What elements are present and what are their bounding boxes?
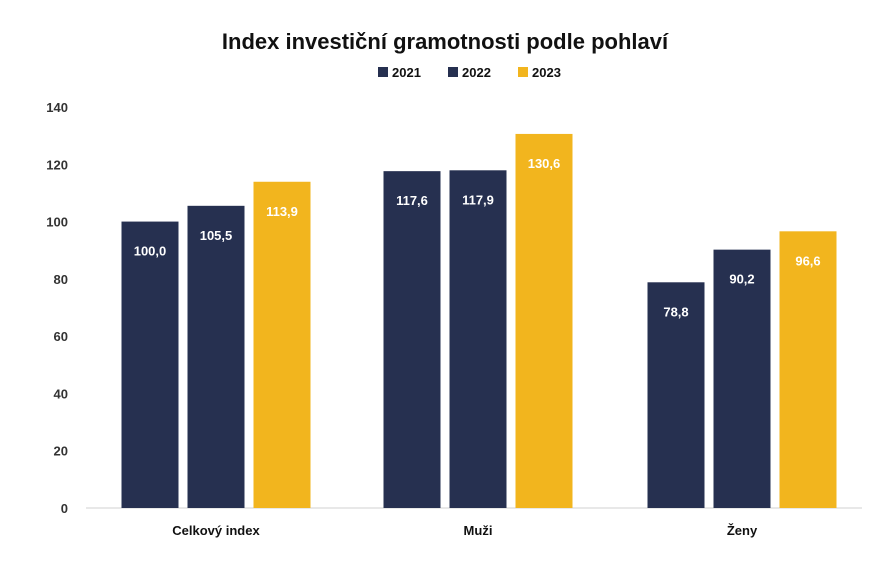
bar-2021-3	[647, 282, 705, 508]
legend-label-2021: 2021	[392, 65, 421, 80]
bar-2023-2	[515, 133, 573, 508]
bar-2022-1	[187, 205, 245, 508]
bar-2021-2	[383, 171, 441, 508]
value-label-2021-2: 117,6	[396, 193, 428, 208]
bar-2021-1	[121, 221, 179, 509]
y-axis: 0 20 40 60 80 100 120 140	[46, 100, 68, 516]
value-label-2023-3: 96,6	[795, 253, 820, 268]
y-tick-label: 140	[46, 100, 68, 115]
legend-swatch-2022	[448, 67, 458, 77]
chart-title: Index investiční gramotnosti podle pohla…	[222, 29, 669, 54]
value-label-2022-3: 90,2	[729, 272, 754, 287]
x-category-label: Ženy	[727, 523, 758, 538]
x-category-label: Muži	[464, 523, 493, 538]
value-label-2022-1: 105,5	[200, 228, 233, 243]
bar-2022-3	[713, 249, 771, 509]
y-tick-label: 120	[46, 157, 68, 172]
legend: 2021 2022 2023	[378, 65, 561, 80]
y-tick-label: 20	[54, 444, 68, 459]
value-labels: 100,0 105,5 113,9 117,6 117,9 130,6 78,8 90,2 96…	[134, 156, 821, 319]
y-tick-label: 40	[54, 386, 68, 401]
x-category-label: Celkový index	[172, 523, 260, 538]
x-axis: Celkový index Muži Ženy	[172, 523, 758, 538]
bar-2023-3	[779, 231, 837, 508]
y-tick-label: 0	[61, 501, 68, 516]
bar-2023-1	[253, 181, 311, 508]
bars	[121, 133, 837, 509]
legend-label-2023: 2023	[532, 65, 561, 80]
y-tick-label: 100	[46, 215, 68, 230]
y-tick-label: 60	[54, 329, 68, 344]
legend-swatch-2023	[518, 67, 528, 77]
value-label-2023-1: 113,9	[266, 204, 298, 219]
legend-swatch-2021	[378, 67, 388, 77]
y-tick-label: 80	[54, 272, 68, 287]
legend-label-2022: 2022	[462, 65, 491, 80]
value-label-2022-2: 117,9	[462, 192, 494, 207]
value-label-2021-3: 78,8	[663, 304, 688, 319]
bar-2022-2	[449, 170, 507, 508]
value-label-2023-2: 130,6	[528, 156, 561, 171]
value-label-2021-1: 100,0	[134, 244, 167, 259]
